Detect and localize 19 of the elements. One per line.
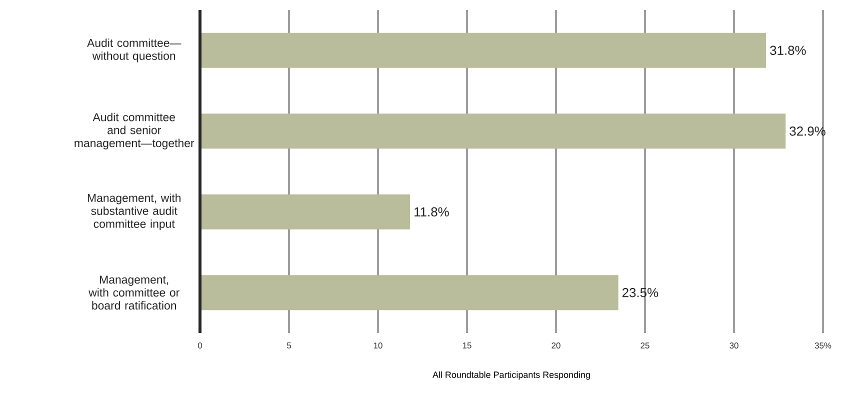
y-tick-label: Audit committee and senior management—together	[74, 112, 194, 150]
bar	[200, 194, 410, 230]
x-axis-title: All Roundtable Participants Responding	[432, 371, 590, 380]
bar	[200, 114, 786, 149]
x-tick-label: 20	[552, 342, 560, 349]
x-tick-label: 35%	[814, 342, 832, 349]
bar	[200, 32, 766, 68]
y-tick-label: Management, with substantive audit committee input	[88, 194, 180, 230]
x-tick-label: 10	[374, 342, 382, 349]
data-label: 11.8%	[414, 207, 449, 216]
x-tick-label: 5	[286, 342, 292, 348]
y-tick-label: Management, with committee or board ratification	[88, 276, 180, 310]
x-tick-label: 0	[198, 342, 202, 349]
data-label: 31.8%	[770, 46, 806, 55]
x-tick-label: 30	[730, 342, 738, 349]
x-tick-label: 15	[462, 342, 472, 348]
bar	[200, 275, 618, 310]
x-tick-label: 25	[640, 342, 650, 349]
y-tick-label: Audit committee—without question	[87, 38, 182, 62]
